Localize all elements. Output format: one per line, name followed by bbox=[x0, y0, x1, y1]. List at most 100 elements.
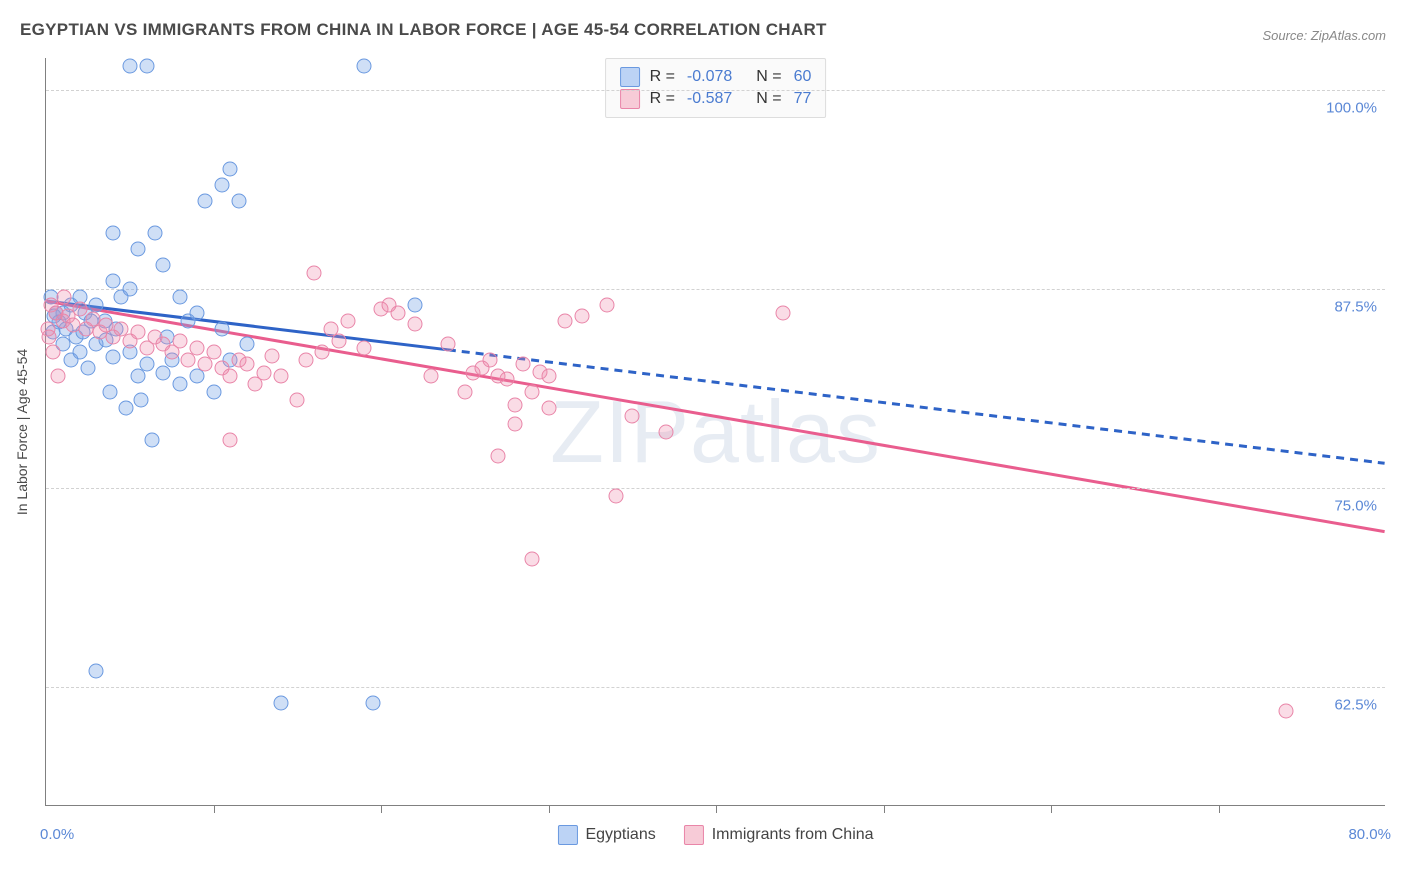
scatter-point bbox=[524, 552, 539, 567]
legend-r-value: -0.587 bbox=[687, 90, 732, 108]
scatter-point bbox=[139, 58, 154, 73]
scatter-point bbox=[541, 401, 556, 416]
series-legend-label: Egyptians bbox=[585, 826, 655, 844]
scatter-point bbox=[156, 257, 171, 272]
y-tick-label: 62.5% bbox=[1334, 696, 1387, 713]
legend-r-label: R = bbox=[650, 68, 675, 86]
x-tick bbox=[716, 805, 717, 813]
x-axis-min-label: 0.0% bbox=[40, 826, 74, 843]
scatter-point bbox=[173, 334, 188, 349]
scatter-point bbox=[131, 369, 146, 384]
scatter-point bbox=[524, 385, 539, 400]
legend-r-value: -0.078 bbox=[687, 68, 732, 86]
scatter-point bbox=[181, 353, 196, 368]
legend-swatch bbox=[684, 825, 704, 845]
scatter-point bbox=[206, 345, 221, 360]
scatter-point bbox=[332, 334, 347, 349]
x-tick bbox=[549, 805, 550, 813]
scatter-point bbox=[214, 321, 229, 336]
scatter-point bbox=[290, 393, 305, 408]
scatter-point bbox=[340, 313, 355, 328]
scatter-point bbox=[106, 273, 121, 288]
scatter-point bbox=[106, 350, 121, 365]
x-tick bbox=[884, 805, 885, 813]
scatter-point bbox=[122, 281, 137, 296]
scatter-point bbox=[45, 345, 60, 360]
scatter-point bbox=[173, 377, 188, 392]
scatter-point bbox=[231, 194, 246, 209]
scatter-point bbox=[441, 337, 456, 352]
scatter-point bbox=[315, 345, 330, 360]
legend-row: R =-0.078N =60 bbox=[620, 67, 812, 87]
scatter-point bbox=[558, 313, 573, 328]
scatter-point bbox=[499, 372, 514, 387]
trendlines-svg bbox=[46, 58, 1385, 805]
scatter-point bbox=[273, 369, 288, 384]
scatter-point bbox=[407, 316, 422, 331]
scatter-point bbox=[307, 265, 322, 280]
scatter-point bbox=[298, 353, 313, 368]
scatter-point bbox=[265, 348, 280, 363]
scatter-point bbox=[57, 289, 72, 304]
scatter-point bbox=[50, 369, 65, 384]
scatter-point bbox=[516, 356, 531, 371]
x-tick bbox=[1051, 805, 1052, 813]
scatter-point bbox=[491, 448, 506, 463]
legend-swatch bbox=[620, 67, 640, 87]
scatter-point bbox=[240, 337, 255, 352]
plot-area: In Labor Force | Age 45-54 ZIPatlas R =-… bbox=[45, 58, 1385, 806]
y-tick-label: 100.0% bbox=[1326, 99, 1387, 116]
y-tick-label: 75.0% bbox=[1334, 497, 1387, 514]
series-legend-item: Immigrants from China bbox=[684, 825, 874, 845]
scatter-point bbox=[156, 366, 171, 381]
scatter-point bbox=[198, 194, 213, 209]
legend-row: R =-0.587N =77 bbox=[620, 89, 812, 109]
scatter-point bbox=[575, 308, 590, 323]
scatter-point bbox=[147, 226, 162, 241]
scatter-point bbox=[134, 393, 149, 408]
legend-swatch bbox=[557, 825, 577, 845]
scatter-point bbox=[223, 369, 238, 384]
scatter-point bbox=[144, 432, 159, 447]
series-legend-label: Immigrants from China bbox=[712, 826, 874, 844]
scatter-point bbox=[776, 305, 791, 320]
scatter-point bbox=[625, 409, 640, 424]
scatter-point bbox=[40, 321, 55, 336]
scatter-point bbox=[1278, 703, 1293, 718]
scatter-point bbox=[89, 663, 104, 678]
gridline bbox=[46, 687, 1385, 688]
series-legend: Egyptians Immigrants from China bbox=[557, 825, 873, 845]
scatter-point bbox=[600, 297, 615, 312]
scatter-point bbox=[240, 356, 255, 371]
legend-n-value: 60 bbox=[794, 68, 812, 86]
y-axis-title: In Labor Force | Age 45-54 bbox=[14, 348, 30, 514]
scatter-point bbox=[407, 297, 422, 312]
scatter-point bbox=[508, 417, 523, 432]
scatter-point bbox=[508, 397, 523, 412]
scatter-point bbox=[357, 58, 372, 73]
gridline bbox=[46, 488, 1385, 489]
scatter-point bbox=[139, 356, 154, 371]
trendline bbox=[448, 350, 1385, 463]
scatter-point bbox=[102, 385, 117, 400]
watermark: ZIPatlas bbox=[550, 381, 881, 483]
legend-swatch bbox=[620, 89, 640, 109]
scatter-point bbox=[72, 302, 87, 317]
scatter-point bbox=[214, 178, 229, 193]
scatter-point bbox=[256, 366, 271, 381]
scatter-point bbox=[106, 226, 121, 241]
scatter-point bbox=[72, 345, 87, 360]
scatter-point bbox=[131, 241, 146, 256]
correlation-legend: R =-0.078N =60R =-0.587N =77 bbox=[605, 58, 827, 118]
scatter-point bbox=[223, 432, 238, 447]
scatter-point bbox=[424, 369, 439, 384]
legend-r-label: R = bbox=[650, 90, 675, 108]
chart-title: EGYPTIAN VS IMMIGRANTS FROM CHINA IN LAB… bbox=[20, 20, 827, 40]
chart-container: EGYPTIAN VS IMMIGRANTS FROM CHINA IN LAB… bbox=[0, 0, 1406, 892]
x-tick bbox=[1219, 805, 1220, 813]
trendline bbox=[46, 301, 1384, 531]
scatter-point bbox=[189, 369, 204, 384]
scatter-point bbox=[122, 58, 137, 73]
scatter-point bbox=[357, 340, 372, 355]
scatter-point bbox=[173, 289, 188, 304]
